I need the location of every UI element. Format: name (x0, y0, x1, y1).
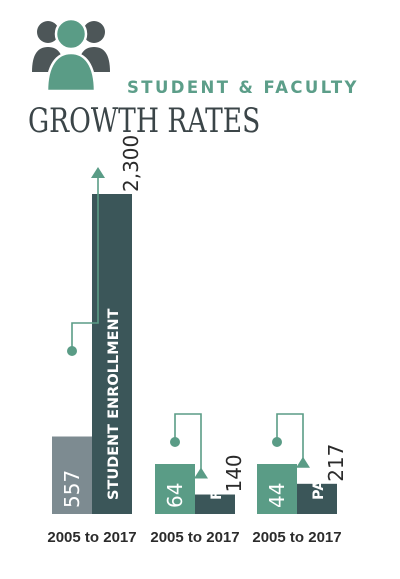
bar-2005-value: 557 (60, 470, 84, 508)
chart-subtitle: STUDENT & FACULTY (127, 78, 359, 97)
x-axis-period-label: 2005 to 2017 (252, 529, 341, 546)
bar-2005 (155, 464, 195, 514)
bar-2005 (52, 436, 92, 514)
bar-2005-value: 44 (265, 483, 289, 508)
chart-title: GROWTH RATES (28, 101, 261, 141)
connector-arrowhead (194, 467, 208, 479)
bar-2017 (195, 494, 235, 514)
connector-line (276, 413, 304, 466)
bar-2005-value: 64 (163, 483, 187, 508)
people-group-icon (32, 17, 110, 92)
person-front-body (45, 51, 97, 92)
connector-arrowhead (296, 456, 310, 468)
person-back-left-head (37, 21, 59, 43)
connector-line (174, 413, 202, 477)
bar-2017-value: 2,300 (119, 135, 143, 192)
bar-2017-category: FULL-TIME FACULTY (209, 342, 225, 500)
bar-2017-category: STUDENT ENROLLMENT (106, 308, 122, 500)
bar-2017-value: 217 (324, 444, 348, 482)
person-front-head (54, 17, 88, 51)
connector-line (71, 176, 99, 351)
bar-2017-category: PART-TIME FACULTY (311, 343, 327, 500)
person-back-right-head (83, 21, 105, 43)
x-axis-period-label: 2005 to 2017 (47, 529, 136, 546)
connector-arrowhead (91, 167, 105, 178)
bar-2017 (297, 483, 337, 514)
x-axis-period-label: 2005 to 2017 (150, 529, 239, 546)
bar-2017-value: 140 (222, 454, 246, 492)
bar-2005 (257, 464, 297, 514)
